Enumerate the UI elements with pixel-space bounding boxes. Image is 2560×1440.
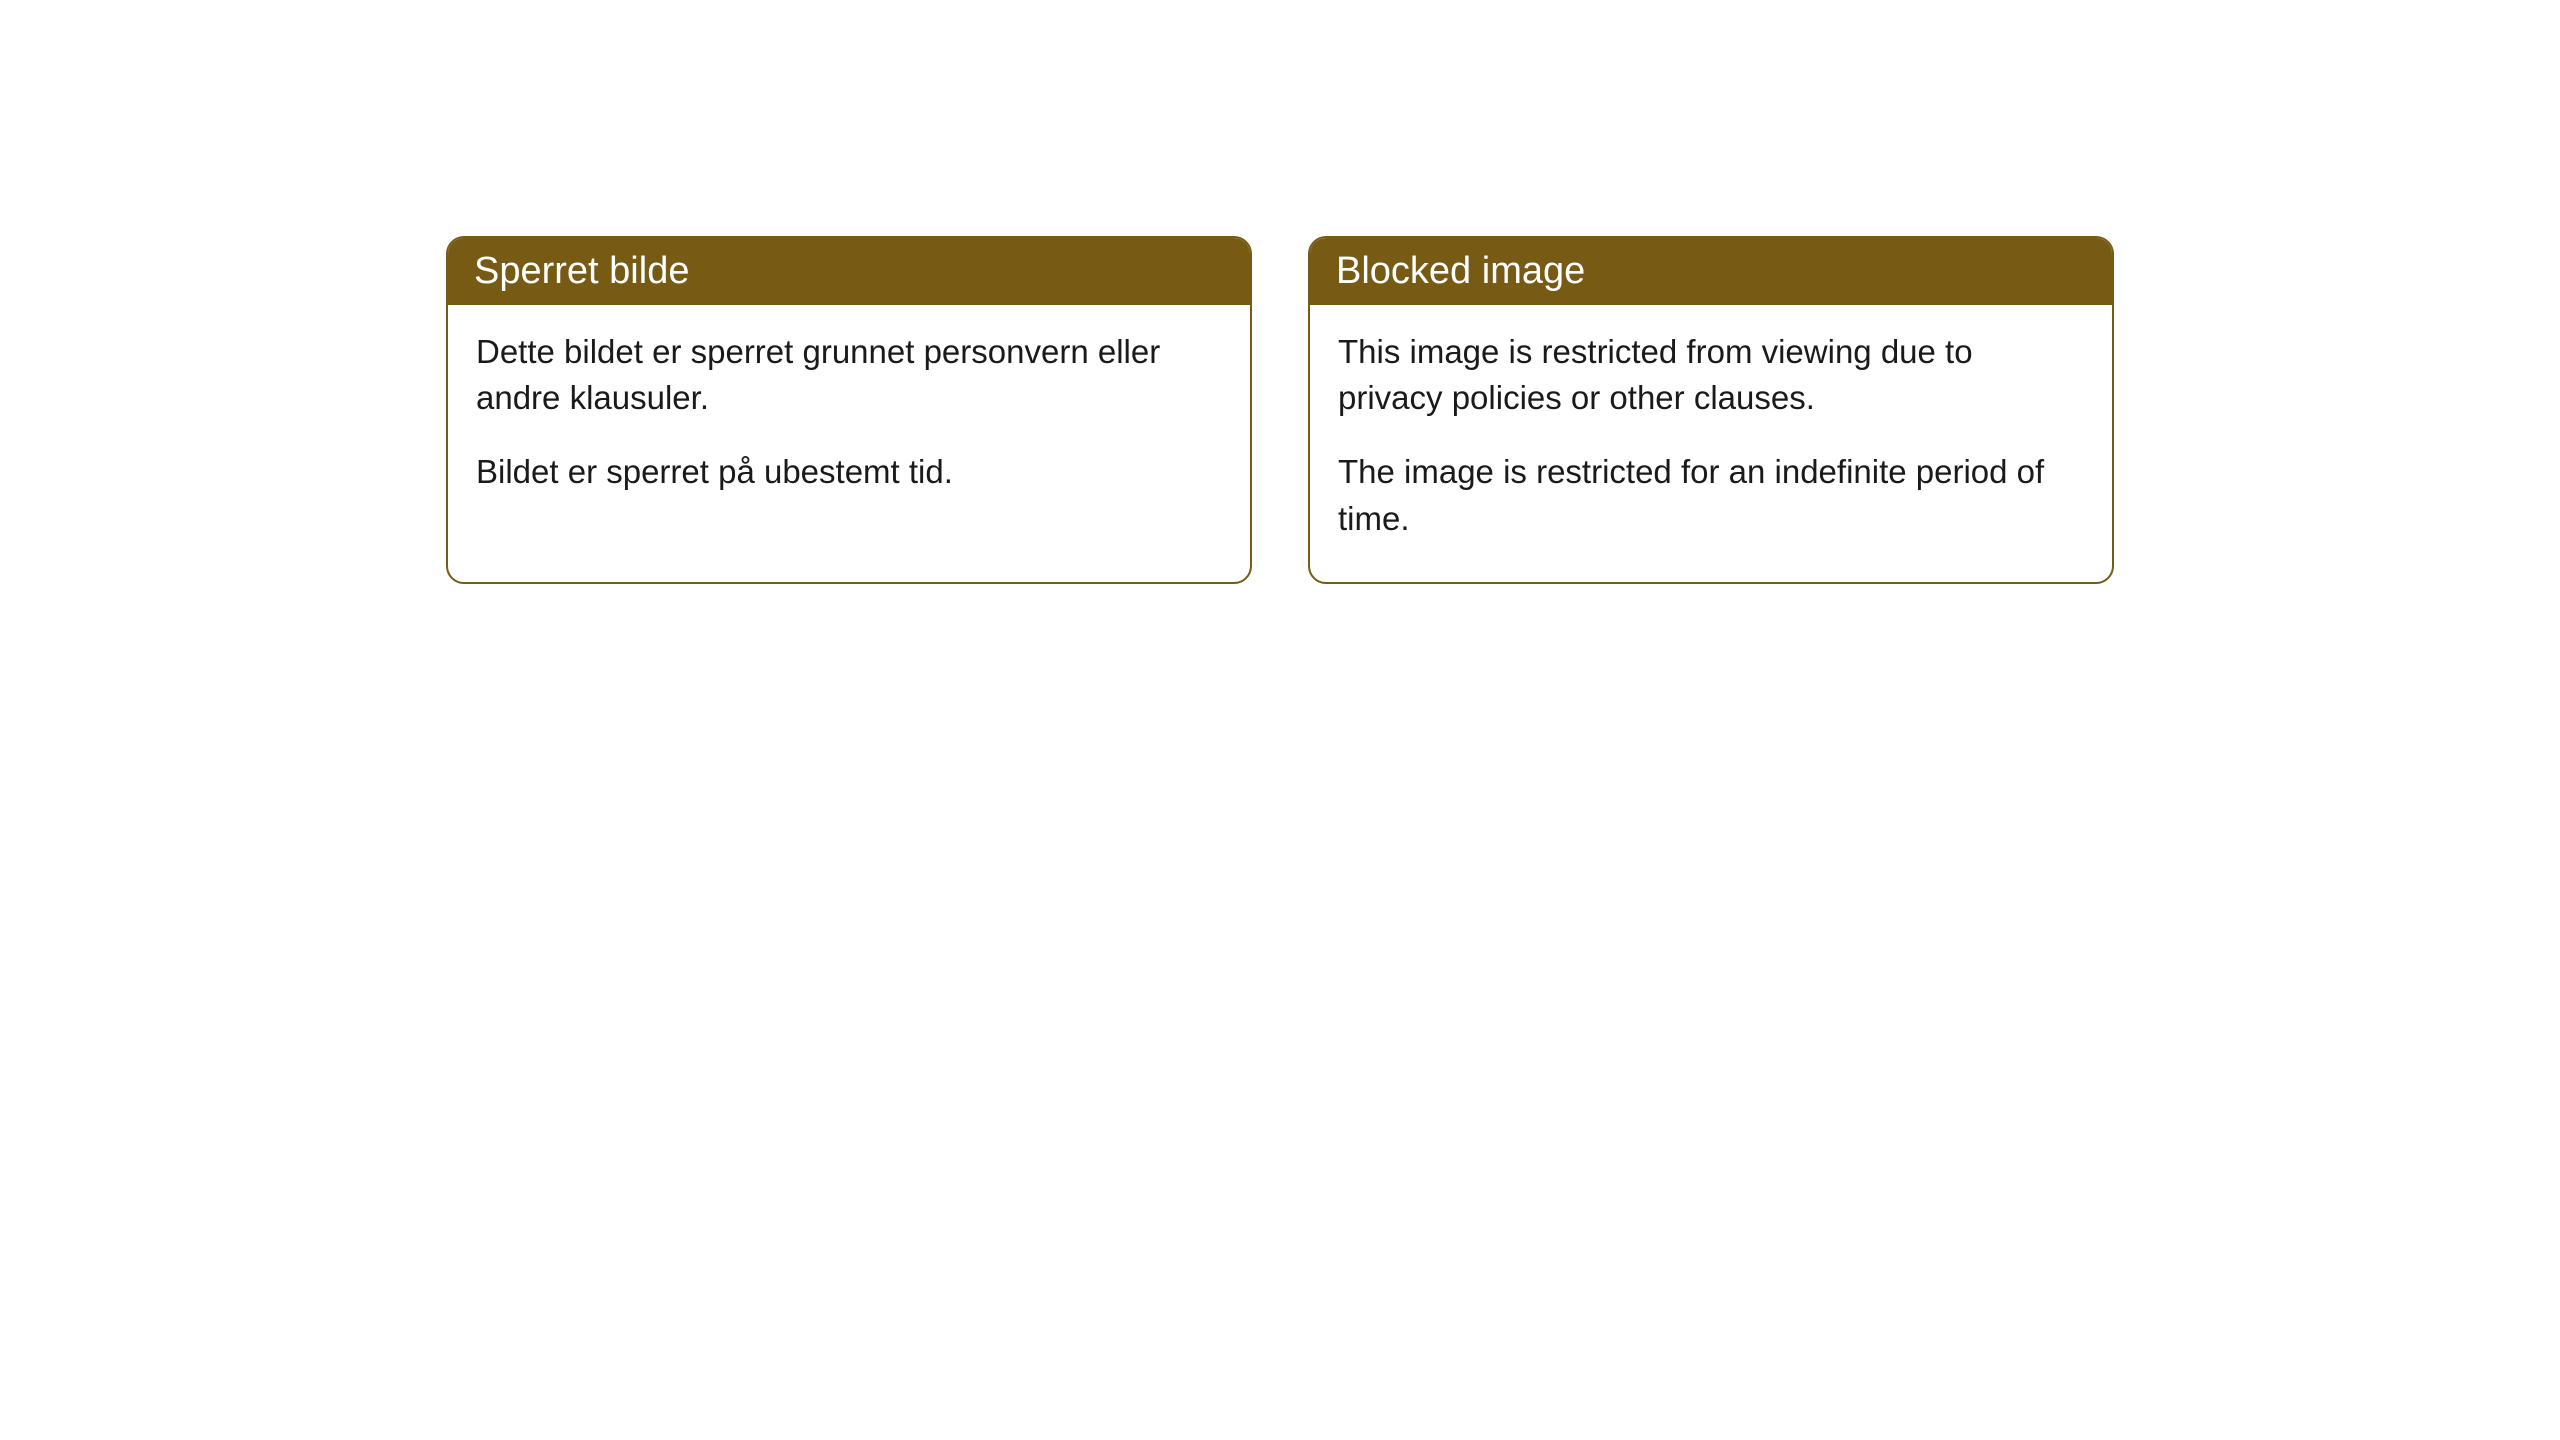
card-body-norwegian: Dette bildet er sperret grunnet personve… — [448, 305, 1250, 536]
card-paragraph-2-norwegian: Bildet er sperret på ubestemt tid. — [476, 449, 1222, 495]
notice-cards-container: Sperret bilde Dette bildet er sperret gr… — [446, 236, 2114, 584]
card-title-norwegian: Sperret bilde — [448, 238, 1250, 305]
card-paragraph-2-english: The image is restricted for an indefinit… — [1338, 449, 2084, 541]
card-body-english: This image is restricted from viewing du… — [1310, 305, 2112, 582]
blocked-image-card-english: Blocked image This image is restricted f… — [1308, 236, 2114, 584]
card-title-english: Blocked image — [1310, 238, 2112, 305]
blocked-image-card-norwegian: Sperret bilde Dette bildet er sperret gr… — [446, 236, 1252, 584]
card-paragraph-1-english: This image is restricted from viewing du… — [1338, 329, 2084, 421]
card-paragraph-1-norwegian: Dette bildet er sperret grunnet personve… — [476, 329, 1222, 421]
